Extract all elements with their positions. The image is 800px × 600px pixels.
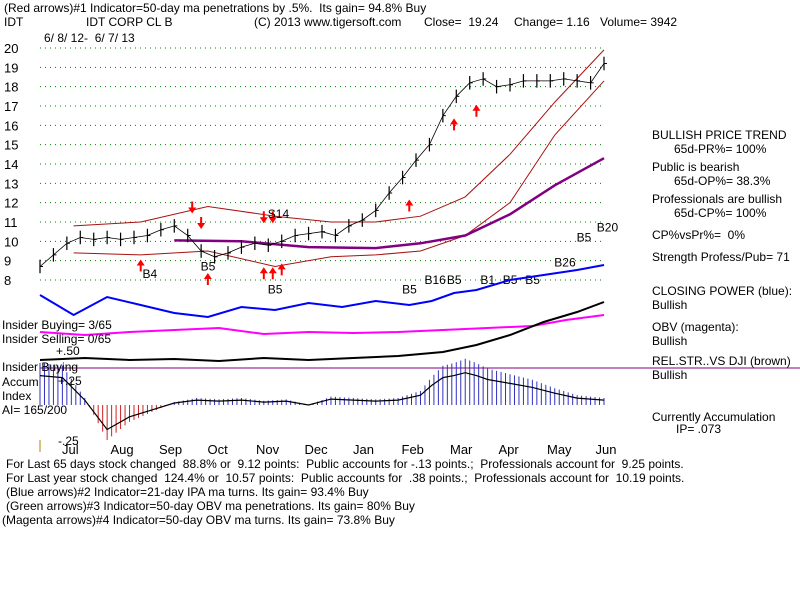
y-tick-label: 17 xyxy=(4,99,18,114)
signal-label: B26 xyxy=(554,255,576,269)
trend-title: BULLISH PRICE TREND xyxy=(652,128,787,142)
down-arrow xyxy=(188,201,197,214)
accum-label: Accum xyxy=(2,375,39,389)
axis-plus-50: +.50 xyxy=(56,344,80,358)
y-tick-label: 14 xyxy=(4,157,18,172)
closing-power-line xyxy=(39,264,605,319)
x-tick-label: Jan xyxy=(353,442,374,457)
signal-label: B5 xyxy=(201,259,216,273)
signal-label: B20 xyxy=(597,221,619,235)
y-tick-label: 20 xyxy=(4,41,18,56)
relstr-label: REL.STR..VS DJI (brown) xyxy=(652,354,791,368)
y-tick-label: 13 xyxy=(4,176,18,191)
ticker-symbol: IDT xyxy=(4,15,24,29)
footer-indicator-4: (Magenta arrows)#4 Indicator=50-day OBV … xyxy=(2,513,395,527)
y-tick-label: 19 xyxy=(4,60,18,75)
up-arrow xyxy=(277,263,286,276)
footer-65-day: For Last 65 days stock changed 88.8% or … xyxy=(6,457,684,471)
copyright: (C) 2013 www.tigersoft.com xyxy=(254,15,402,29)
close-price: Close= 19.24 xyxy=(424,15,499,29)
insider-selling: Insider Selling= 0/65 xyxy=(2,332,112,346)
x-tick-label: Jun xyxy=(596,442,617,457)
relstr-line xyxy=(39,301,605,363)
ma50-line xyxy=(174,157,605,250)
accumulation-status: Currently Accumulation xyxy=(652,410,776,424)
public-status: Public is bearish xyxy=(652,160,740,174)
signal-label: B5 xyxy=(268,283,283,297)
price-line xyxy=(39,63,605,267)
date-range: 6/ 8/ 12- 6/ 7/ 13 xyxy=(44,31,135,45)
y-tick-label: 10 xyxy=(4,234,18,249)
y-tick-label: 8 xyxy=(4,273,11,288)
lower-band-line xyxy=(73,80,605,268)
header-indicator-1: (Red arrows)#1 Indicator=50-day ma penet… xyxy=(4,1,427,15)
accum-ma-line xyxy=(39,372,605,431)
signal-label: B5 xyxy=(402,283,417,297)
x-tick-label: Jul xyxy=(62,442,79,457)
obv-label: OBV (magenta): xyxy=(652,320,739,334)
footer-indicator-3: (Green arrows)#3 Indicator=50-day OBV ma… xyxy=(6,499,415,513)
price-change: Change= 1.16 xyxy=(514,15,590,29)
strength-ratio: Strength Profess/Pub= 71 xyxy=(652,250,790,264)
up-arrow xyxy=(472,104,481,117)
down-arrow xyxy=(197,217,206,229)
insider-buying-label: Insider Buying xyxy=(2,360,79,374)
x-tick-label: Sep xyxy=(159,442,182,457)
company-name: IDT CORP CL B xyxy=(86,15,173,29)
up-arrow xyxy=(450,118,459,131)
x-tick-label: May xyxy=(547,442,572,457)
x-tick-label: Apr xyxy=(499,442,520,457)
ip-value: IP= .073 xyxy=(676,422,722,436)
obv-line xyxy=(39,314,605,337)
up-arrow xyxy=(203,273,212,285)
obv-status: Bullish xyxy=(652,334,688,348)
y-tick-label: 11 xyxy=(4,215,18,230)
axis-minus-25: -.25 xyxy=(58,434,79,448)
op-value: 65d-OP%= 38.3% xyxy=(674,174,771,188)
signal-label: S14 xyxy=(268,207,290,221)
y-tick-label: 15 xyxy=(4,138,18,153)
y-tick-label: 16 xyxy=(4,118,18,133)
cp-vs-pr: CP%vsPr%= 0% xyxy=(652,228,746,242)
x-tick-label: Dec xyxy=(305,442,329,457)
x-tick-label: Aug xyxy=(111,442,134,457)
ai-value: AI= 165/200 xyxy=(2,403,68,417)
footer-indicator-2: (Blue arrows)#2 Indicator=21-day IPA ma … xyxy=(6,485,369,499)
closing-power-label: CLOSING POWER (blue): xyxy=(652,284,793,298)
up-arrow xyxy=(259,267,268,280)
x-tick-label: Nov xyxy=(256,442,280,457)
signal-label: B5 xyxy=(577,230,592,244)
upper-band-line xyxy=(73,49,605,227)
x-tick-label: Feb xyxy=(402,442,424,457)
cp-value: 65d-CP%= 100% xyxy=(674,206,767,220)
x-tick-label: Mar xyxy=(450,442,473,457)
up-arrow xyxy=(136,259,145,272)
up-arrow xyxy=(405,199,414,212)
volume: Volume= 3942 xyxy=(600,15,678,29)
down-arrow xyxy=(268,211,277,224)
axis-plus-25: +.25 xyxy=(58,374,82,388)
signal-label: B16 xyxy=(424,273,446,287)
closing-power-status: Bullish xyxy=(652,298,688,312)
footer-1-year: For Last year stock changed 124.4% or 10… xyxy=(6,471,685,485)
professionals-status: Professionals are bullish xyxy=(652,192,783,206)
y-tick-label: 18 xyxy=(4,80,18,95)
signal-label: B4 xyxy=(142,267,157,281)
down-arrow xyxy=(259,211,268,224)
y-tick-label: 9 xyxy=(4,254,11,269)
insider-buying: Insider Buying= 3/65 xyxy=(2,318,112,332)
signal-label: B1 xyxy=(480,273,495,287)
pr-value: 65d-PR%= 100% xyxy=(674,142,767,156)
index-label: Index xyxy=(2,389,32,403)
up-arrow xyxy=(268,267,277,280)
y-tick-label: 12 xyxy=(4,196,18,211)
relstr-status: Bullish xyxy=(652,368,688,382)
x-tick-label: Oct xyxy=(208,442,229,457)
signal-label: B5 xyxy=(447,273,462,287)
